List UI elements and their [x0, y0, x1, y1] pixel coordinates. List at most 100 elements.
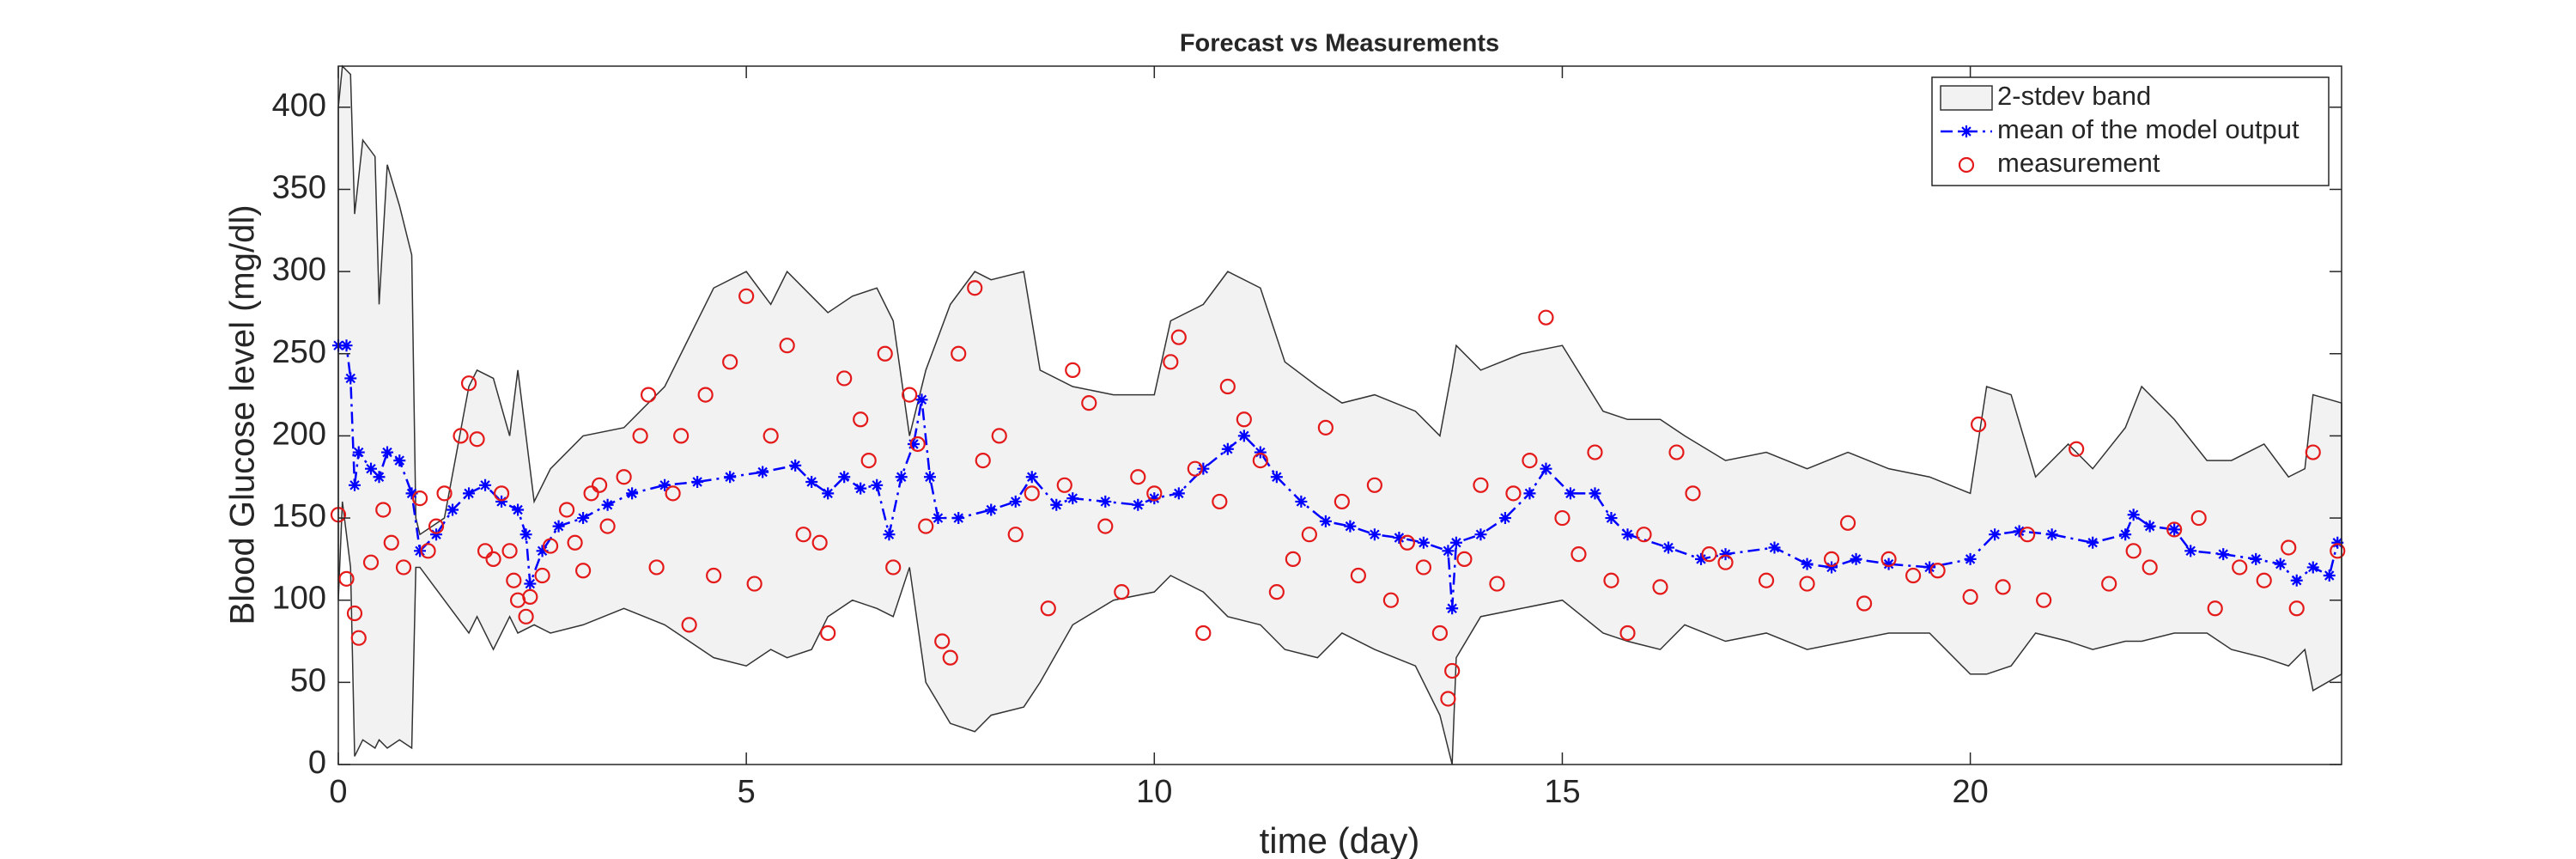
measurement-point [1571, 546, 1587, 563]
measurement-point [885, 559, 902, 576]
y-tick-label: 50 [290, 662, 326, 698]
measurement-point [1444, 662, 1461, 679]
y-tick-label: 200 [272, 416, 326, 452]
measurement-point [383, 534, 399, 551]
measurement-point [1399, 534, 1416, 551]
mean-marker [1882, 557, 1895, 570]
mean-marker [932, 512, 945, 525]
measurement-point [2020, 527, 2036, 543]
mean-marker [2184, 545, 2197, 557]
mean-marker [1695, 552, 1708, 565]
mean-marker [1009, 495, 1022, 508]
measurement-point [558, 502, 575, 518]
measurement-point [641, 387, 657, 403]
mean-marker [895, 471, 908, 484]
mean-marker [479, 478, 492, 491]
legend-marker [1960, 125, 1972, 137]
mean-marker [524, 577, 537, 590]
mean-marker [1446, 602, 1459, 615]
measurement-point [811, 534, 828, 551]
measurement-point [1007, 527, 1024, 543]
measurement-point [591, 477, 608, 493]
measurement-point [1685, 485, 1701, 502]
measurement-point [820, 624, 836, 642]
measurement-point [2288, 600, 2305, 617]
mean-marker [2290, 574, 2303, 587]
mean-marker [393, 454, 406, 467]
measurement-point [1554, 509, 1571, 527]
measurement-point [1350, 567, 1366, 584]
mean-marker [1050, 498, 1063, 511]
measurement-point [1382, 592, 1399, 608]
measurement-point [518, 608, 534, 624]
measurement-point [2232, 559, 2248, 576]
measurement-point [1619, 624, 1636, 642]
mean-marker [344, 372, 357, 385]
mean-marker [883, 528, 896, 541]
mean-marker [2274, 557, 2287, 570]
measurement-point [836, 370, 853, 387]
measurement-point [583, 485, 599, 502]
mean-marker [691, 475, 704, 488]
x-axis-label: time (day) [1260, 820, 1420, 859]
measurement-point [877, 345, 893, 362]
mean-marker [822, 487, 835, 500]
legend-label: 2-stdev band [1997, 81, 2151, 111]
measurement-point [542, 538, 559, 554]
measurement-point [632, 428, 648, 444]
measurement-point [501, 543, 518, 559]
measurement-point [697, 387, 714, 403]
measurement-point [738, 288, 755, 304]
x-tick-label: 15 [1544, 774, 1580, 810]
measurement-point [2256, 572, 2272, 588]
measurement-point [1081, 395, 1097, 411]
measurement-point [648, 559, 665, 576]
mean-marker [405, 487, 418, 500]
mean-marker [512, 503, 525, 516]
measurement-point [1473, 477, 1489, 493]
measurement-point [1758, 572, 1775, 588]
measurement-point [534, 567, 550, 584]
y-tick-label: 150 [272, 498, 326, 534]
measurement-point [1839, 515, 1856, 531]
measurement-point [362, 554, 380, 570]
mean-marker [854, 482, 867, 495]
mean-marker [1850, 552, 1862, 565]
mean-marker [1132, 498, 1145, 511]
mean-marker [907, 437, 920, 450]
mean-marker [2168, 523, 2181, 536]
measurement-point [1856, 595, 1873, 612]
measurement-point [1415, 559, 1432, 576]
measurement-point [567, 534, 583, 551]
measurement-point [1489, 576, 1505, 592]
measurement-point [1285, 551, 1301, 567]
legend-label: measurement [1997, 148, 2160, 178]
measurement-point [460, 375, 477, 392]
mean-marker [1801, 557, 1814, 570]
measurement-point [975, 453, 991, 469]
mean-marker [2013, 525, 2026, 538]
mean-marker [552, 520, 565, 533]
x-tick-label: 20 [1952, 774, 1988, 810]
mean-marker [1605, 512, 1618, 525]
mean-marker [659, 478, 671, 491]
mean-marker [365, 462, 378, 475]
y-tick-label: 100 [272, 581, 326, 617]
measurement-point [1236, 411, 1252, 428]
measurement-point [375, 502, 392, 518]
measurement-point [1701, 546, 1717, 563]
measurement-point [1170, 329, 1187, 345]
measurement-point [902, 387, 918, 403]
measurement-point [762, 428, 779, 444]
measurement-point [795, 527, 811, 543]
measurement-point [1268, 584, 1285, 600]
mean-marker [1237, 430, 1250, 442]
measurement-point [1522, 453, 1538, 469]
mean-marker [1393, 532, 1406, 545]
measurement-point [2101, 576, 2117, 592]
measurement-point [1538, 309, 1554, 326]
measurement-point [350, 630, 367, 646]
mean-marker [1295, 495, 1308, 508]
measurement-point [1962, 588, 1978, 605]
measurement-point [2166, 521, 2183, 538]
